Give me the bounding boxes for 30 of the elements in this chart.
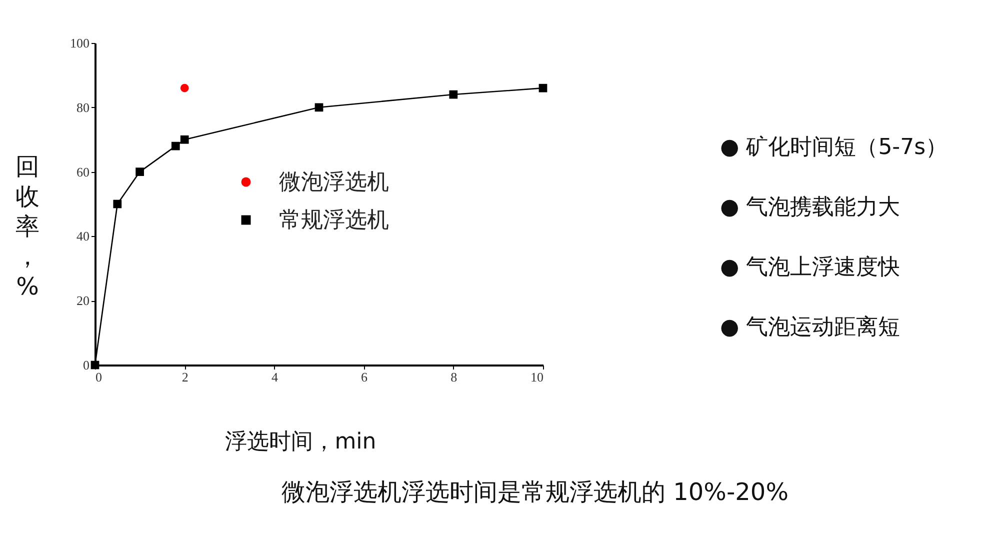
x-axis-title: 浮选时间，min <box>224 430 376 454</box>
point <box>538 84 548 92</box>
y-tick-label: 20 <box>76 293 90 308</box>
x-tick-label: 4 <box>271 370 278 384</box>
text: ● 气泡携载能力大 <box>720 195 900 220</box>
x-tick-label: 6 <box>361 370 368 384</box>
text: 微泡浮选机浮选时间是常规浮选机的 10%-20% <box>282 478 788 506</box>
text: ● 矿化时间短（5-7s） <box>720 135 948 160</box>
x-tick-label: 2 <box>182 370 188 384</box>
point <box>180 84 189 92</box>
text: ● 气泡上浮速度快 <box>720 255 900 280</box>
x-tick-label: 0 <box>96 370 102 384</box>
y-axis-title: 回收率，% <box>16 152 40 300</box>
text: ● 气泡运动距离短 <box>720 315 900 340</box>
y-tick-label: 100 <box>70 36 90 50</box>
point <box>136 168 144 176</box>
point <box>90 360 100 370</box>
x-tick-label: 8 <box>450 370 458 384</box>
y-tick-label: 80 <box>76 100 90 115</box>
point <box>314 103 324 112</box>
y-tick-label: 0 <box>83 358 90 372</box>
point <box>171 142 180 150</box>
legend-label: 微泡浮选机 <box>279 170 389 195</box>
y-tick-label: 60 <box>76 164 90 180</box>
y-tick-label: 40 <box>76 228 90 244</box>
legend-label: 常规浮选机 <box>279 208 389 233</box>
point <box>180 135 189 144</box>
x-tick-label: 10 <box>530 370 544 384</box>
point <box>113 200 122 208</box>
point <box>449 90 458 99</box>
